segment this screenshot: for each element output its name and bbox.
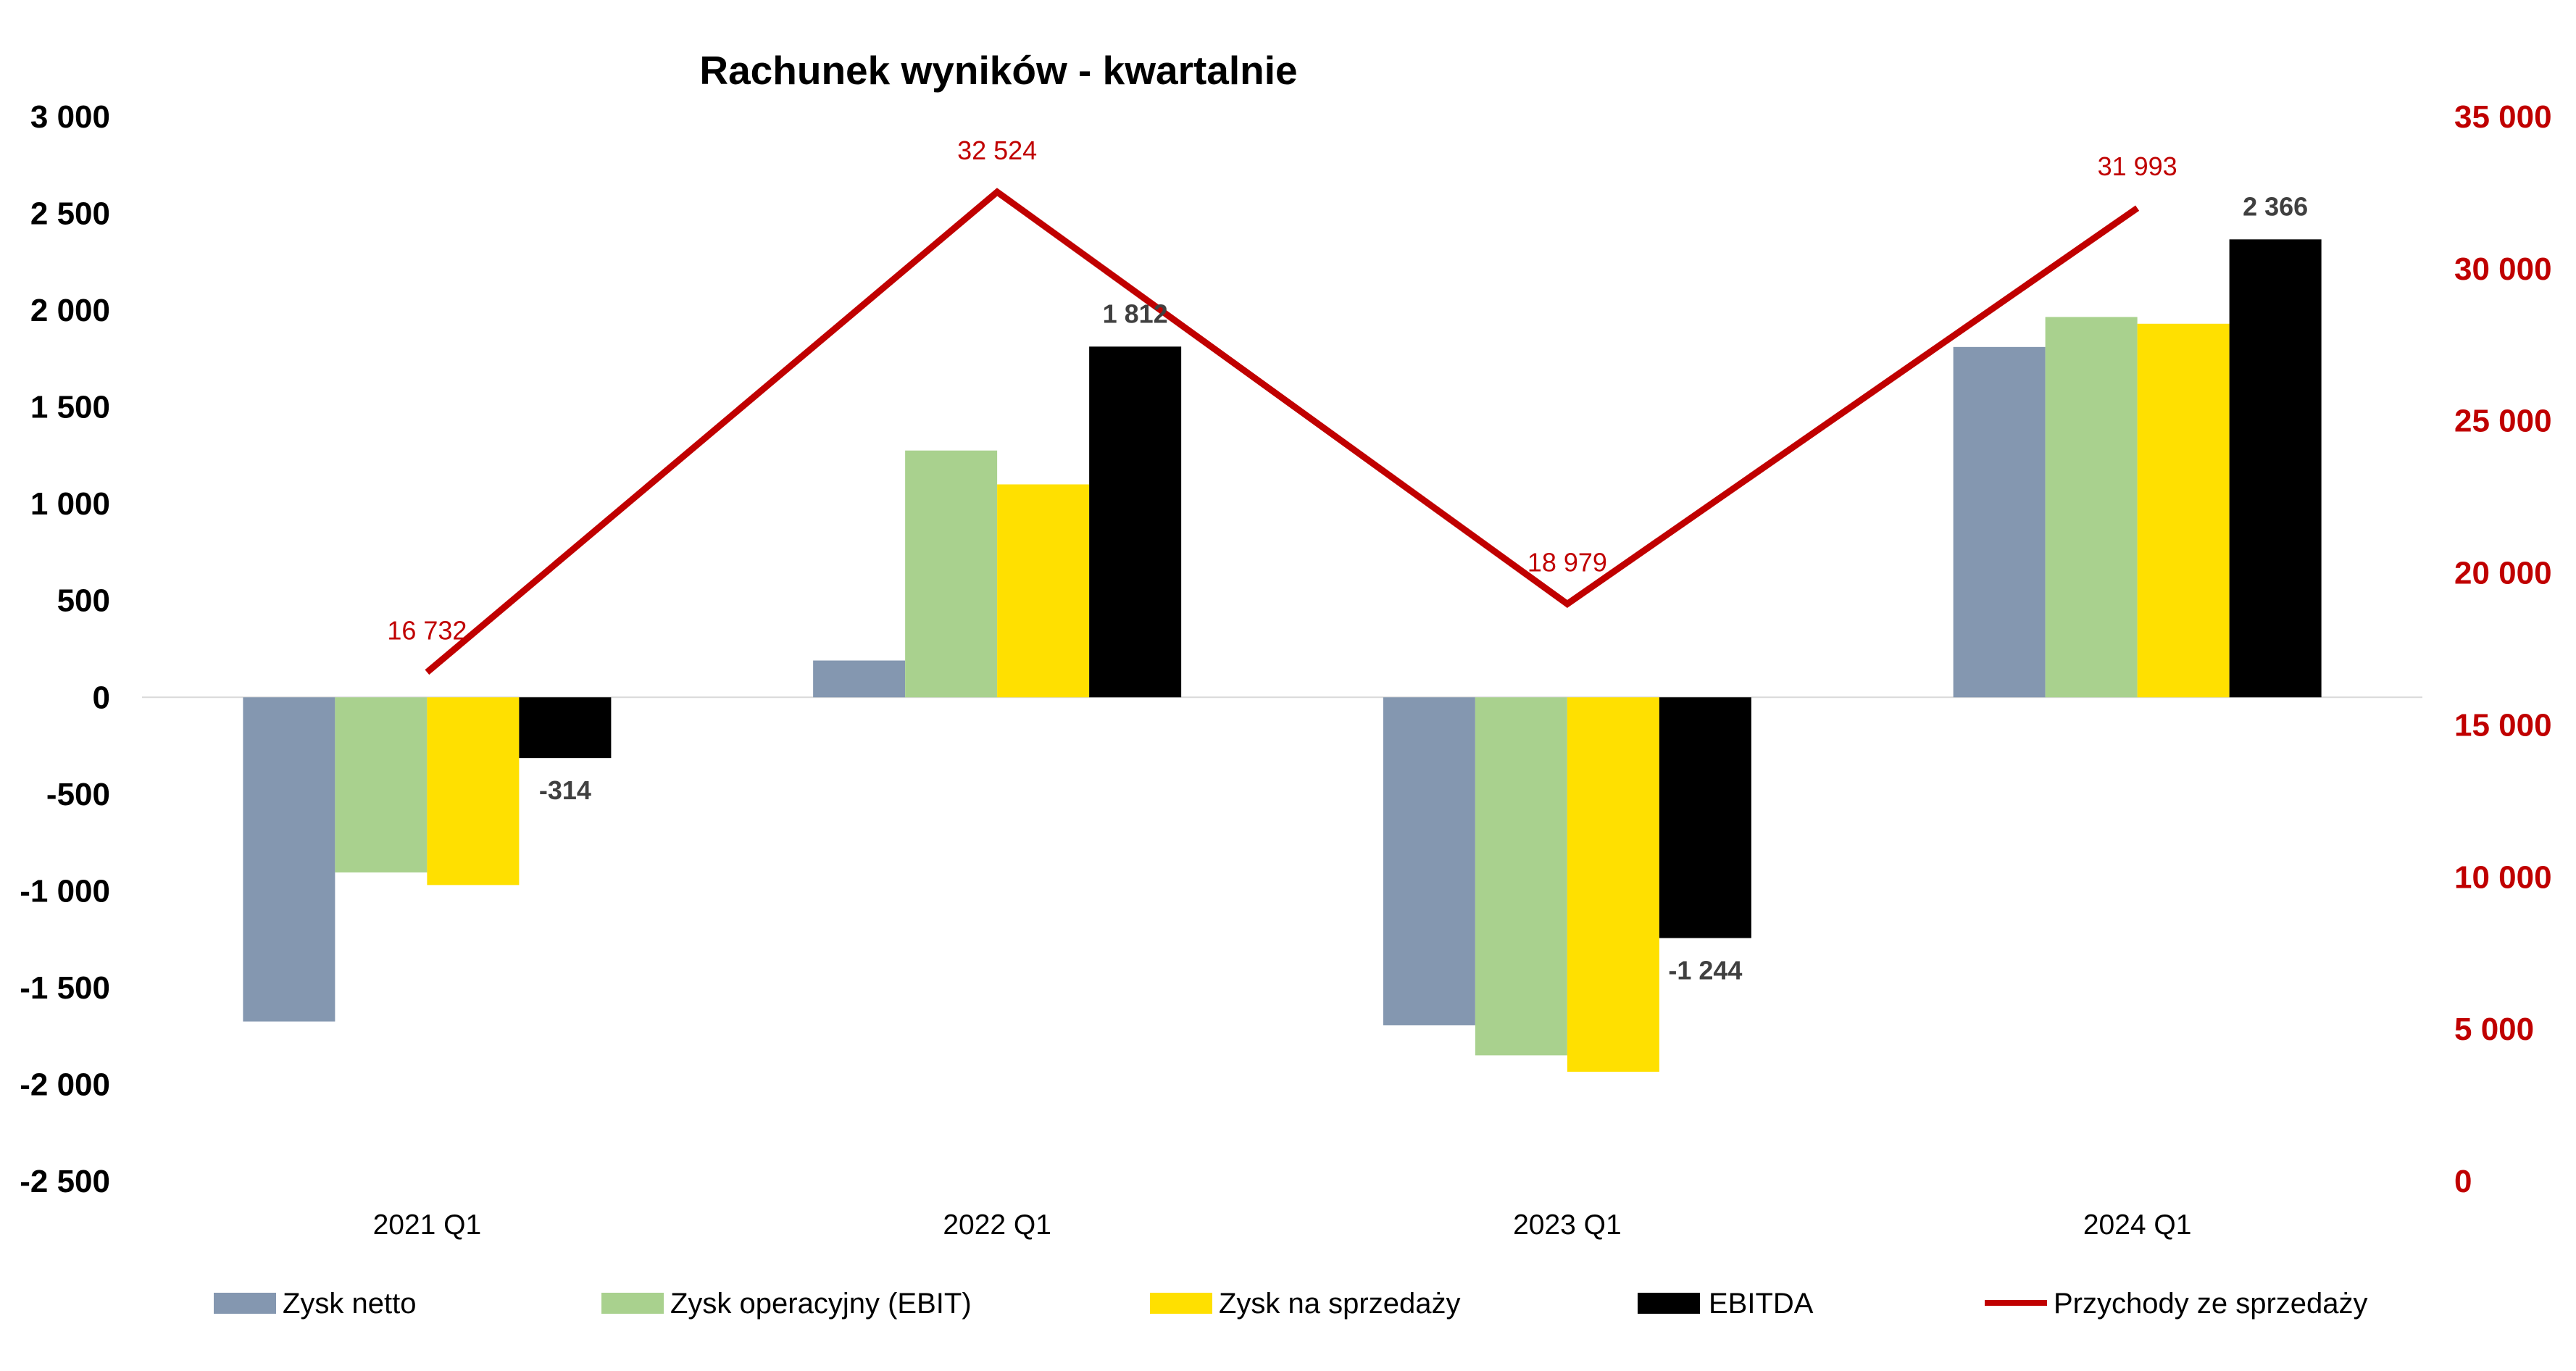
legend-label-zysk-operacyjny-ebit: Zysk operacyjny (EBIT) (670, 1288, 972, 1320)
bar-zysk-na-sprzedazy-2022-q1 (997, 484, 1090, 698)
bar-zysk-netto-2022-q1 (813, 660, 906, 698)
legend-swatch-zysk-na-sprzedazy (1150, 1293, 1212, 1314)
legend-label-przychody-ze-sprzedazy: Przychody ze sprzedaży (2054, 1288, 2368, 1320)
data-label-przychody-ze-sprzedazy-2021-q1: 16 732 (387, 616, 467, 646)
bar-zysk-na-sprzedazy-2023-q1 (1567, 697, 1659, 1072)
left-axis-tick-label: -2 000 (20, 1067, 110, 1102)
left-axis-tick-label: 2 000 (30, 293, 110, 328)
legend-item-zysk-na-sprzedazy: Zysk na sprzedaży (1150, 1288, 1460, 1320)
data-label-ebitda-2022-q1: 1 812 (1103, 299, 1168, 328)
left-axis-tick-label: 500 (57, 583, 110, 619)
data-label-przychody-ze-sprzedazy-2022-q1: 32 524 (957, 136, 1037, 165)
left-axis-tick-label: 1 000 (30, 486, 110, 522)
line-przychody-ze-sprzedazy (425, 188, 2140, 675)
data-label-ebitda-2024-q1: 2 366 (2243, 191, 2308, 221)
x-axis: 2021 Q1 2022 Q1 2023 Q1 2024 Q1 (373, 1209, 2192, 1241)
left-axis-tick-label: 1 500 (30, 390, 110, 425)
bar-ebitda-2024-q1 (2229, 239, 2322, 698)
bar-zysk-netto-2021-q1 (243, 697, 335, 1022)
bar-zysk-na-sprzedazy-2024-q1 (2137, 323, 2230, 698)
x-axis-category-label: 2023 Q1 (1513, 1209, 1622, 1241)
x-axis-category-label: 2024 Q1 (2083, 1209, 2192, 1241)
right-axis-tick-label: 20 000 (2454, 556, 2552, 591)
right-axis-tick-label: 0 (2454, 1164, 2472, 1199)
data-label-ebitda-2023-q1: -1 244 (1668, 956, 1742, 985)
right-axis-tick-label: 5 000 (2454, 1012, 2534, 1047)
right-axis-tick-label: 10 000 (2454, 859, 2552, 895)
series-zysk-netto (243, 346, 2046, 1025)
right-axis-tick-label: 35 000 (2454, 99, 2552, 135)
legend-item-ebitda: EBITDA (1638, 1288, 1814, 1320)
x-axis-category-label: 2021 Q1 (373, 1209, 482, 1241)
legend: Zysk netto Zysk operacyjny (EBIT) Zysk n… (214, 1288, 2368, 1320)
legend-label-ebitda: EBITDA (1709, 1288, 1814, 1320)
series-zysk-operacyjny-ebit (335, 317, 2138, 1056)
bar-zysk-operacyjny-ebit-2023-q1 (1475, 697, 1567, 1056)
series-zysk-na-sprzedazy (427, 323, 2230, 1072)
legend-swatch-zysk-netto (214, 1293, 276, 1314)
bar-zysk-netto-2024-q1 (1953, 346, 2046, 698)
left-axis-tick-label: -1 000 (20, 873, 110, 909)
chart-title: Rachunek wyników - kwartalnie (699, 48, 1297, 93)
bar-zysk-operacyjny-ebit-2024-q1 (2045, 317, 2138, 698)
data-label-przychody-ze-sprzedazy-2023-q1: 18 979 (1527, 547, 1607, 577)
bar-zysk-operacyjny-ebit-2022-q1 (905, 450, 998, 698)
data-label-ebitda-2021-q1: -314 (539, 775, 591, 805)
legend-label-zysk-netto: Zysk netto (283, 1288, 417, 1320)
right-y-axis: 35 000 30 000 25 000 20 000 15 000 10 000 5 00… (2454, 99, 2552, 1199)
left-axis-tick-label: -2 500 (20, 1164, 110, 1199)
bar-zysk-netto-2023-q1 (1383, 697, 1475, 1025)
data-labels: -314 1 812 -1 244 2 366 16 732 32 524 18 979 31… (387, 136, 2308, 985)
legend-swatch-zysk-operacyjny-ebit (601, 1293, 664, 1314)
legend-item-zysk-operacyjny-ebit: Zysk operacyjny (EBIT) (601, 1288, 972, 1320)
bar-ebitda-2021-q1 (519, 697, 612, 759)
legend-item-przychody-ze-sprzedazy: Przychody ze sprzedaży (1985, 1288, 2368, 1320)
bar-zysk-operacyjny-ebit-2021-q1 (335, 697, 428, 872)
plot-area: -314 1 812 -1 244 2 366 16 732 32 524 18 979 31… (142, 136, 2422, 1072)
bar-ebitda-2023-q1 (1659, 697, 1751, 938)
legend-item-zysk-netto: Zysk netto (214, 1288, 417, 1320)
data-label-przychody-ze-sprzedazy-2024-q1: 31 993 (2098, 151, 2177, 181)
bar-ebitda-2022-q1 (1089, 346, 1182, 698)
bar-series (243, 239, 2322, 1072)
left-axis-tick-label: 0 (93, 680, 110, 715)
series-ebitda (519, 239, 2322, 938)
bar-zysk-na-sprzedazy-2021-q1 (427, 697, 520, 885)
x-axis-category-label: 2022 Q1 (943, 1209, 1051, 1241)
right-axis-tick-label: 15 000 (2454, 707, 2552, 743)
left-axis-tick-label: -1 500 (20, 970, 110, 1006)
right-axis-tick-label: 25 000 (2454, 404, 2552, 439)
left-axis-tick-label: 3 000 (30, 99, 110, 135)
left-axis-tick-label: -500 (46, 777, 110, 812)
legend-swatch-ebitda (1638, 1293, 1700, 1314)
right-axis-tick-label: 30 000 (2454, 251, 2552, 287)
legend-label-zysk-na-sprzedazy: Zysk na sprzedaży (1219, 1288, 1460, 1320)
left-y-axis: 3 000 2 500 2 000 1 500 1 000 500 0 -500 -1 000 -… (20, 99, 110, 1199)
left-axis-tick-label: 2 500 (30, 196, 110, 232)
